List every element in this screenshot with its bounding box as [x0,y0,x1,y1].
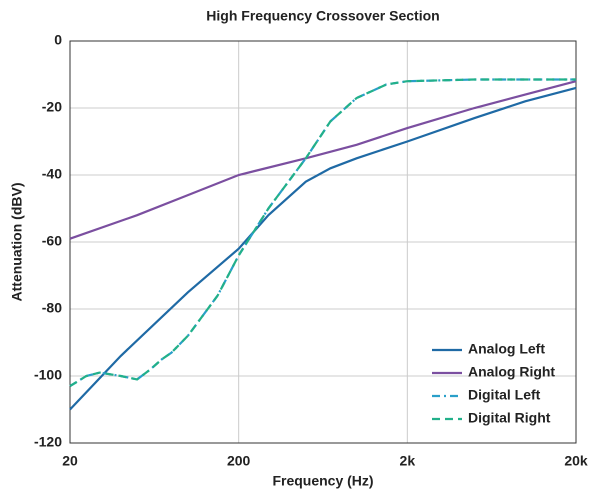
x-tick-label: 2k [400,453,416,469]
legend-label: Analog Left [468,341,545,357]
y-tick-label: 0 [54,32,62,48]
y-tick-label: -40 [42,166,62,182]
y-tick-label: -120 [34,434,62,450]
legend-label: Digital Right [468,410,551,426]
y-axis-label: Attenuation (dBV) [9,183,25,302]
series-line [69,80,577,240]
series-line [69,78,576,388]
legend-label: Digital Left [468,387,541,403]
x-tick-label: 200 [227,453,251,469]
legend-label: Analog Right [468,364,555,380]
y-tick-label: -100 [34,367,62,383]
chart-title: High Frequency Crossover Section [206,8,439,24]
series-line [69,86,577,411]
plot-frame [69,40,577,444]
y-tick-label: -20 [42,99,62,115]
y-tick-label: -80 [42,300,62,316]
x-tick-label: 20 [62,453,78,469]
y-tick-label: -60 [42,233,62,249]
x-tick-label: 20k [564,453,588,469]
x-axis-label: Frequency (Hz) [272,473,373,489]
